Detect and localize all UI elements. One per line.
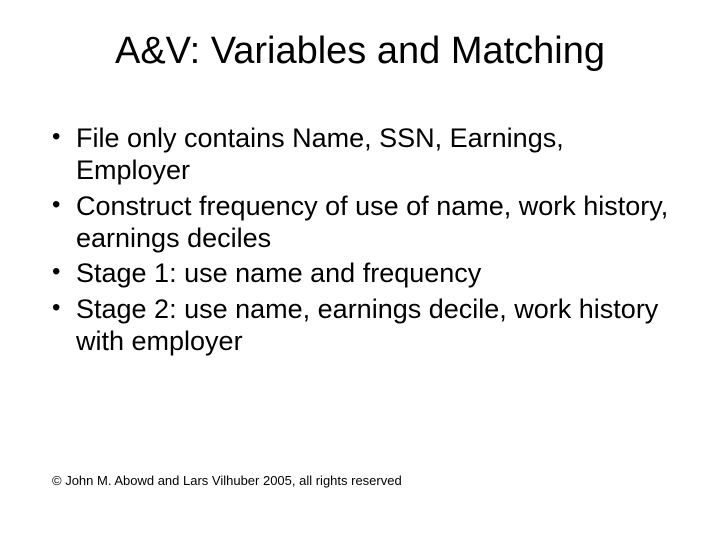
slide-title: A&V: Variables and Matching bbox=[44, 30, 676, 73]
list-item: File only contains Name, SSN, Earnings, … bbox=[50, 123, 676, 187]
list-item: Stage 1: use name and frequency bbox=[50, 258, 676, 290]
bullet-list: File only contains Name, SSN, Earnings, … bbox=[50, 123, 676, 358]
copyright-footer: © John M. Abowd and Lars Vilhuber 2005, … bbox=[52, 473, 402, 488]
list-item: Stage 2: use name, earnings decile, work… bbox=[50, 294, 676, 358]
list-item: Construct frequency of use of name, work… bbox=[50, 191, 676, 255]
slide: A&V: Variables and Matching File only co… bbox=[0, 0, 720, 540]
